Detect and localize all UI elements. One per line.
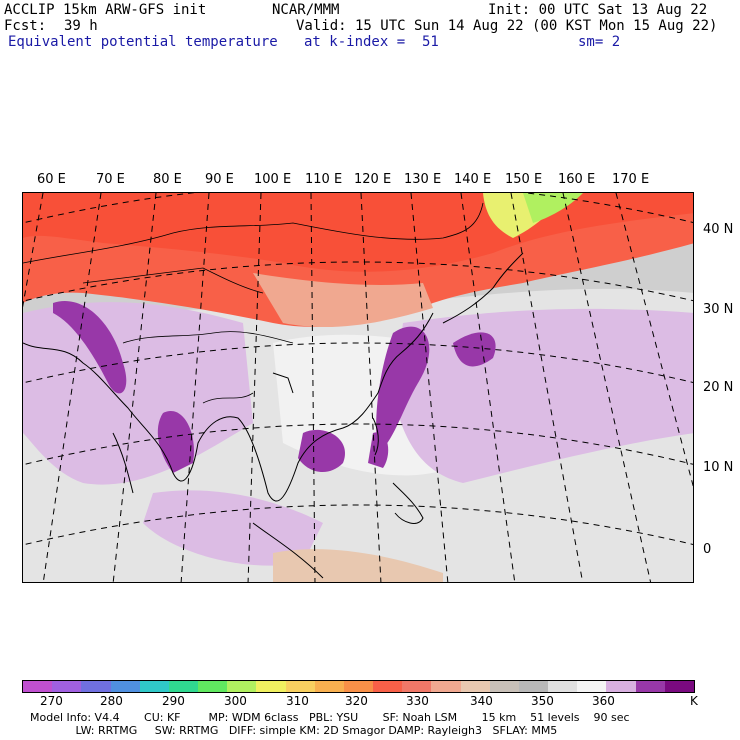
forecast-label: Fcst:	[4, 18, 47, 34]
colorbar-swatch	[256, 681, 286, 692]
colorbar-tick: 320	[345, 694, 368, 708]
colorbar-swatch	[548, 681, 578, 692]
lat-label: 30 N	[703, 302, 734, 317]
theta-e-map	[22, 192, 694, 583]
colorbar-swatch	[402, 681, 432, 692]
colorbar-unit: K	[690, 694, 698, 708]
lon-label: 100 E	[254, 172, 292, 187]
model-info-line1: Model Info: V4.4 CU: KF MP: WDM 6class P…	[30, 711, 630, 724]
forecast-hour: 39 h	[64, 18, 98, 34]
lon-label: 80 E	[153, 172, 182, 187]
lon-label: 60 E	[37, 172, 66, 187]
colorbar-swatch	[431, 681, 461, 692]
model-info-line2: LW: RRTMG SW: RRTMG DIFF: simple KM: 2D …	[30, 724, 558, 737]
colorbar-swatch	[373, 681, 403, 692]
field-name: Equivalent potential temperature	[8, 34, 278, 50]
center-label: NCAR/MMM	[272, 2, 340, 18]
colorbar-swatch	[577, 681, 607, 692]
lat-label: 0	[703, 542, 712, 557]
colorbar-tick: 330	[406, 694, 429, 708]
colorbar-tick: 270	[40, 694, 63, 708]
init-time: Init: 00 UTC Sat 13 Aug 22	[488, 2, 708, 18]
colorbar-swatch	[489, 681, 519, 692]
colorbar-swatch	[606, 681, 636, 692]
colorbar-tick: 300	[224, 694, 247, 708]
colorbar-swatch	[314, 681, 344, 692]
lat-label: 40 N	[703, 222, 734, 237]
lon-label: 90 E	[205, 172, 234, 187]
colorbar-swatch	[227, 681, 257, 692]
colorbar-swatch	[52, 681, 82, 692]
lon-label: 70 E	[96, 172, 125, 187]
smoothing-info: sm= 2	[578, 34, 621, 50]
colorbar-swatch	[460, 681, 490, 692]
lon-label: 130 E	[404, 172, 442, 187]
lon-label: 160 E	[558, 172, 596, 187]
lon-label: 110 E	[305, 172, 343, 187]
colorbar-tick: 360	[592, 694, 615, 708]
colorbar-swatch	[139, 681, 169, 692]
colorbar-swatch	[285, 681, 315, 692]
lon-label: 120 E	[354, 172, 392, 187]
colorbar-swatch	[664, 681, 694, 692]
colorbar-tick: 340	[470, 694, 493, 708]
lat-label: 10 N	[703, 460, 734, 475]
colorbar-swatch	[198, 681, 228, 692]
colorbar-swatch	[168, 681, 199, 692]
colorbar-swatch	[110, 681, 140, 692]
map-graphic	[23, 193, 693, 582]
lon-label: 150 E	[505, 172, 543, 187]
lon-label: 140 E	[454, 172, 492, 187]
colorbar-swatch	[635, 681, 665, 692]
colorbar-tick: 290	[162, 694, 185, 708]
colorbar-swatch	[343, 681, 374, 692]
colorbar-swatch	[81, 681, 111, 692]
lon-label: 170 E	[612, 172, 650, 187]
model-title: ACCLIP 15km ARW-GFS init	[4, 2, 207, 18]
colorbar-swatch	[23, 681, 53, 692]
level-info: at k-index = 51	[304, 34, 439, 50]
colorbar-tick: 280	[100, 694, 123, 708]
colorbar	[22, 680, 695, 693]
lat-label: 20 N	[703, 380, 734, 395]
colorbar-swatch	[518, 681, 549, 692]
valid-time: Valid: 15 UTC Sun 14 Aug 22 (00 KST Mon …	[296, 18, 718, 34]
colorbar-tick: 350	[531, 694, 554, 708]
colorbar-tick: 310	[286, 694, 309, 708]
